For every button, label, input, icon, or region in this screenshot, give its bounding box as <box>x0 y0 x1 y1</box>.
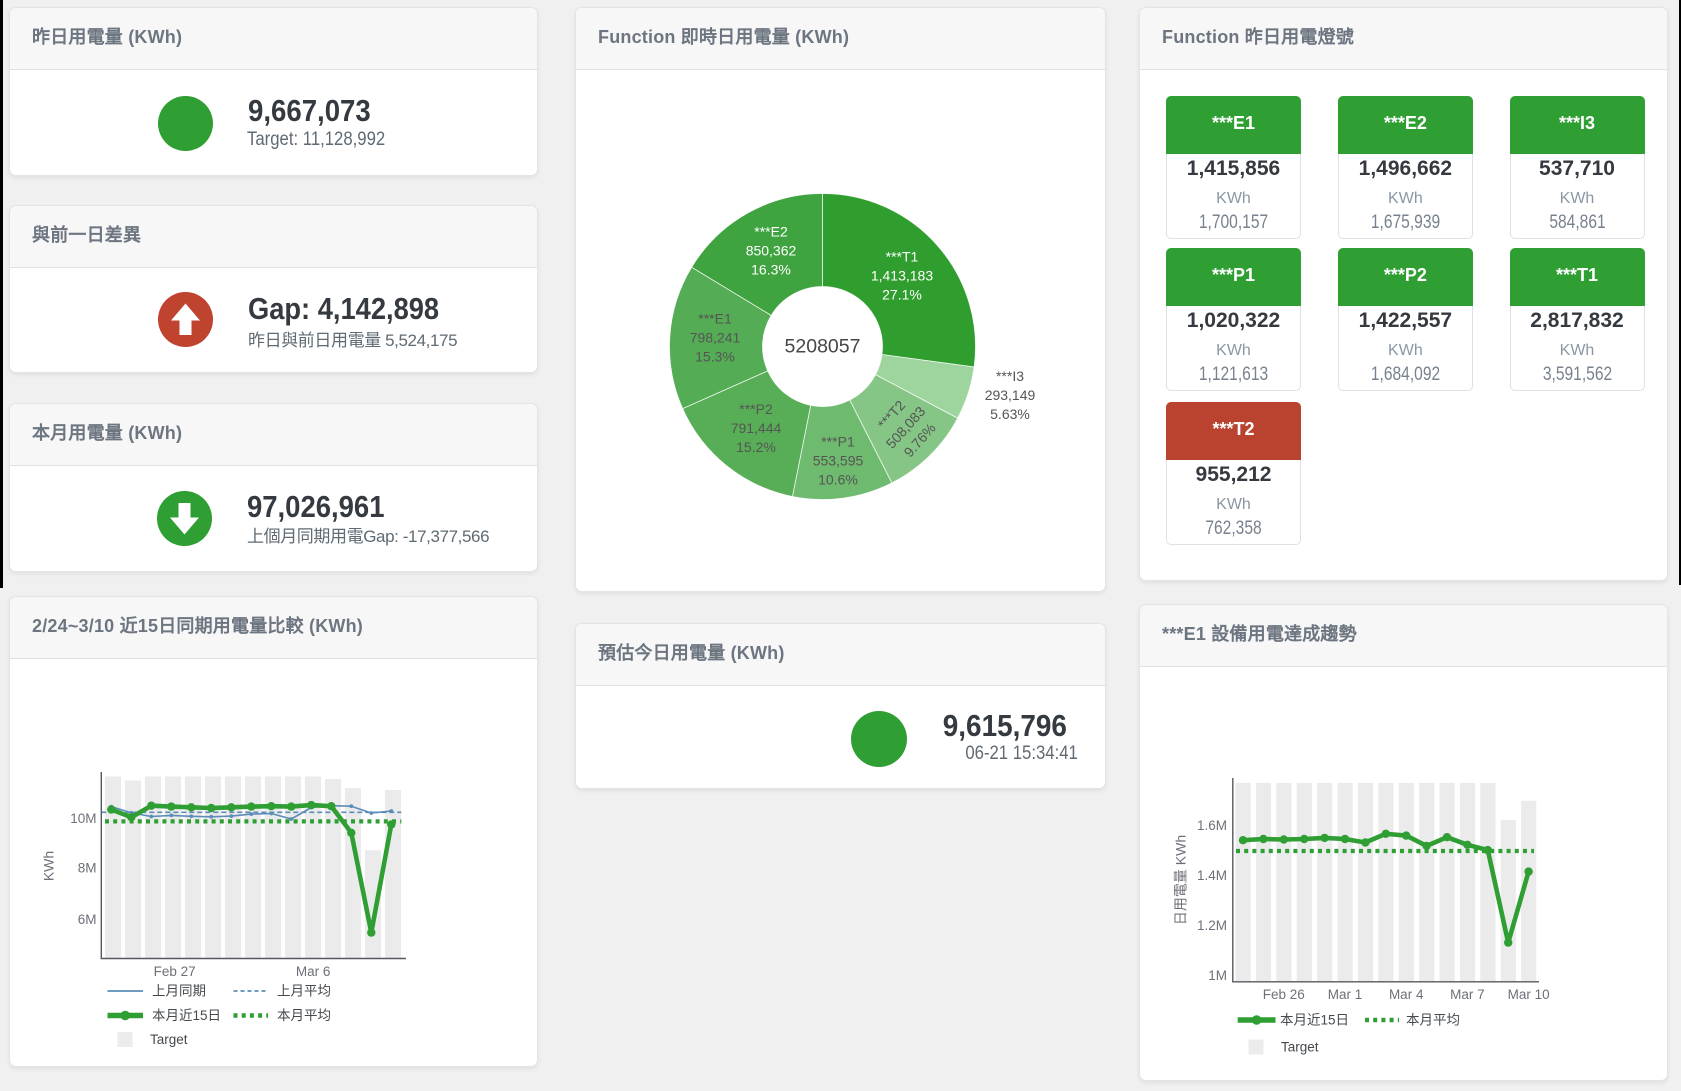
svg-text:10M: 10M <box>70 811 96 826</box>
svg-text:1,413,183: 1,413,183 <box>871 267 933 283</box>
svg-text:798,241: 798,241 <box>690 330 741 346</box>
svg-text:1.2M: 1.2M <box>1197 918 1227 933</box>
svg-text:上月同期: 上月同期 <box>152 984 206 999</box>
svg-text:***P1: ***P1 <box>821 434 855 450</box>
svg-text:791,444: 791,444 <box>731 420 782 436</box>
svg-text:6M: 6M <box>78 912 97 927</box>
svg-text:16.3%: 16.3% <box>751 261 791 277</box>
svg-text:850,362: 850,362 <box>746 242 797 258</box>
svg-text:本月近15日: 本月近15日 <box>1280 1013 1349 1028</box>
svg-text:本月近15日: 本月近15日 <box>152 1008 221 1023</box>
svg-text:Mar 7: Mar 7 <box>1450 987 1485 1002</box>
svg-text:Mar 10: Mar 10 <box>1508 987 1550 1002</box>
svg-text:本月平均: 本月平均 <box>277 1008 331 1023</box>
svg-text:Mar 4: Mar 4 <box>1389 987 1424 1002</box>
svg-text:本月平均: 本月平均 <box>1406 1013 1460 1028</box>
svg-text:Mar 6: Mar 6 <box>296 964 331 979</box>
svg-text:Target: Target <box>1281 1040 1319 1055</box>
svg-text:10.6%: 10.6% <box>818 472 858 488</box>
svg-text:***E2: ***E2 <box>754 223 788 239</box>
svg-text:KWh: KWh <box>41 851 57 881</box>
svg-text:8M: 8M <box>78 860 97 875</box>
svg-text:Target: Target <box>150 1032 188 1047</box>
svg-text:553,595: 553,595 <box>813 453 864 469</box>
svg-text:1.4M: 1.4M <box>1197 868 1227 883</box>
svg-text:5.63%: 5.63% <box>990 406 1030 422</box>
svg-text:5208057: 5208057 <box>785 336 861 358</box>
svg-text:***T1: ***T1 <box>886 248 919 264</box>
svg-text:***E1: ***E1 <box>698 311 732 327</box>
svg-text:27.1%: 27.1% <box>882 286 922 302</box>
svg-text:上月平均: 上月平均 <box>277 984 331 999</box>
svg-text:日用電量 KWh: 日用電量 KWh <box>1173 835 1189 925</box>
svg-text:***I3: ***I3 <box>996 368 1024 384</box>
svg-text:Feb 27: Feb 27 <box>154 964 196 979</box>
svg-text:***P2: ***P2 <box>739 401 773 417</box>
svg-text:15.3%: 15.3% <box>695 349 735 365</box>
svg-text:1.6M: 1.6M <box>1197 818 1227 833</box>
svg-text:293,149: 293,149 <box>985 387 1036 403</box>
svg-text:1M: 1M <box>1208 968 1227 983</box>
svg-text:Feb 26: Feb 26 <box>1263 987 1305 1002</box>
svg-text:15.2%: 15.2% <box>736 439 776 455</box>
svg-text:Mar 1: Mar 1 <box>1328 987 1363 1002</box>
